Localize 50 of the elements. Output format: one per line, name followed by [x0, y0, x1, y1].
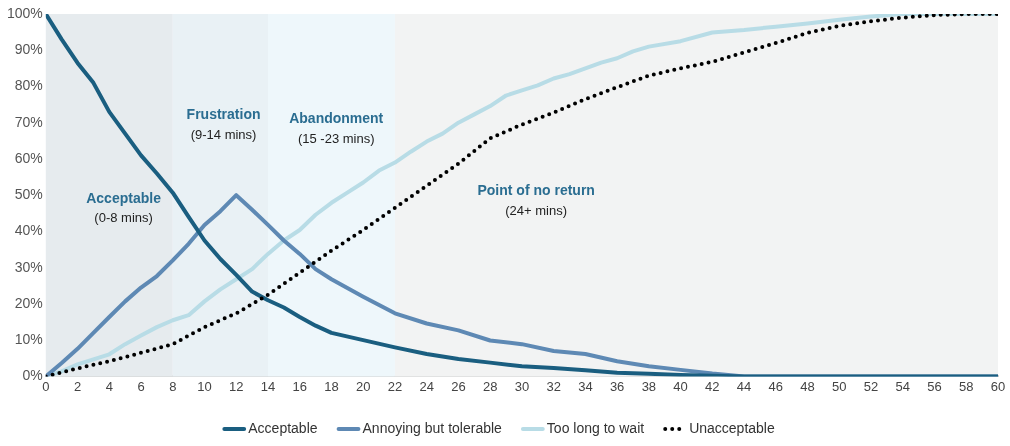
x-tick-label: 14	[260, 378, 276, 394]
x-tick-label: 34	[578, 378, 593, 394]
band-label: Frustration (9-14 mins)	[186, 106, 261, 143]
legend-label: Unacceptable	[689, 419, 775, 436]
x-tick-label: 58	[959, 378, 974, 394]
y-tick-label: 20%	[14, 294, 43, 311]
y-tick-label: 10%	[14, 331, 43, 348]
x-tick-label: 6	[137, 378, 145, 394]
legend-label: Acceptable	[248, 419, 318, 436]
y-tick-label: 80%	[14, 77, 43, 94]
x-tick-label: 60	[990, 378, 1006, 394]
y-tick-label: 50%	[14, 186, 43, 203]
x-tick-label: 18	[324, 378, 339, 394]
legend-label: Too long to wait	[546, 419, 645, 436]
x-tick-label: 20	[355, 378, 371, 394]
band-label: Acceptable (0-8 mins)	[86, 189, 162, 226]
x-tick-label: 46	[768, 378, 784, 394]
x-tick-label: 4	[105, 378, 113, 394]
y-tick-label: 60%	[14, 149, 43, 166]
x-tick-label: 40	[673, 378, 688, 394]
x-tick-label: 24	[419, 378, 434, 394]
y-tick-label: 90%	[14, 41, 43, 58]
x-tick-label: 2	[73, 378, 82, 394]
x-tick-label: 0	[42, 378, 50, 394]
x-tick-label: 50	[832, 378, 847, 394]
x-tick-label: 28	[482, 378, 498, 394]
x-tick-label: 10	[197, 378, 212, 394]
y-tick-label: 70%	[14, 113, 43, 130]
x-tick-label: 30	[514, 378, 530, 394]
x-tick-label: 52	[863, 378, 879, 394]
y-tick-label: 40%	[14, 222, 43, 239]
y-tick-label: 0%	[22, 367, 43, 384]
x-tick-label: 12	[229, 378, 244, 394]
x-tick-label: 16	[292, 378, 307, 394]
x-tick-label: 44	[736, 378, 752, 394]
x-tick-label: 36	[609, 378, 625, 394]
x-tick-label: 22	[387, 378, 403, 394]
x-tick-label: 54	[895, 378, 911, 394]
x-tick-label: 48	[800, 378, 815, 394]
band-label: Abandonment (15 -23 mins)	[289, 109, 384, 146]
y-tick-label: 30%	[14, 258, 43, 275]
x-tick-label: 56	[927, 378, 942, 394]
x-tick-label: 26	[451, 378, 466, 394]
x-tick-label: 42	[705, 378, 720, 394]
legend-label: Annoying but tolerable	[362, 419, 503, 436]
x-tick-label: 32	[546, 378, 561, 394]
x-tick-label: 8	[169, 378, 177, 394]
band-label: Point of no return (24+ mins)	[477, 182, 595, 219]
y-tick-label: 100%	[6, 4, 43, 21]
x-tick-label: 38	[641, 378, 657, 394]
